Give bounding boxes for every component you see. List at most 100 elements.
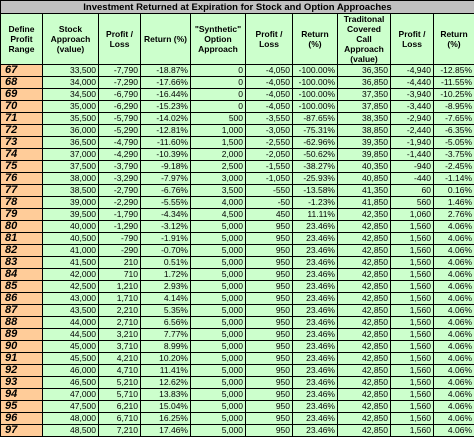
table-cell: 15.04% bbox=[140, 400, 191, 413]
table-cell: -5.55% bbox=[140, 196, 191, 209]
table-cell: 4.06% bbox=[432, 376, 474, 389]
table-cell: -2,790 bbox=[98, 184, 141, 197]
table-cell: 40,850 bbox=[337, 172, 391, 185]
row-label: 69 bbox=[0, 88, 43, 101]
table-cell: 950 bbox=[245, 352, 293, 365]
table-cell: 4.06% bbox=[432, 292, 474, 305]
table-cell: 5,000 bbox=[190, 280, 246, 293]
table-cell: 37,850 bbox=[337, 100, 391, 113]
table-cell: -9.18% bbox=[140, 160, 191, 173]
table-cell: 34,500 bbox=[42, 88, 99, 101]
table-cell: 23.46% bbox=[292, 220, 338, 233]
column-header: Return (%) bbox=[140, 13, 191, 65]
table-row: 85 42,500 1,210 2.93% 5,000 950 23.46% 42,850 1,… bbox=[0, 280, 474, 293]
table-cell: 42,850 bbox=[337, 388, 391, 401]
table-row: 89 44,500 3,210 7.77% 5,000 950 23.46% 42,850 1,… bbox=[0, 328, 474, 341]
table-cell: 33,500 bbox=[42, 64, 99, 77]
table-cell: -25.93% bbox=[292, 172, 338, 185]
table-cell: 950 bbox=[245, 412, 293, 425]
table-cell: 0 bbox=[190, 64, 246, 77]
table-cell: 11.11% bbox=[292, 208, 338, 221]
table-cell: 40,500 bbox=[42, 232, 99, 245]
table-cell: 23.46% bbox=[292, 304, 338, 317]
table-cell: 1,560 bbox=[390, 244, 434, 257]
row-label: 95 bbox=[0, 400, 43, 413]
table-cell: 5,000 bbox=[190, 256, 246, 269]
table-row: 95 47,500 6,210 15.04% 5,000 950 23.46% 42,850 1… bbox=[0, 400, 474, 413]
table-cell: -940 bbox=[390, 160, 434, 173]
table-cell: 5,710 bbox=[98, 388, 141, 401]
table-cell: 950 bbox=[245, 292, 293, 305]
table-row: 90 45,000 3,710 8.99% 5,000 950 23.46% 42,850 1,… bbox=[0, 340, 474, 353]
table-cell: 4.06% bbox=[432, 424, 474, 437]
table-cell: 450 bbox=[245, 208, 293, 221]
table-cell: 950 bbox=[245, 400, 293, 413]
table-cell: 3,710 bbox=[98, 340, 141, 353]
table-cell: 1,710 bbox=[98, 292, 141, 305]
table-cell: 42,850 bbox=[337, 304, 391, 317]
table-cell: 37,000 bbox=[42, 148, 99, 161]
table-cell: 36,000 bbox=[42, 124, 99, 137]
table-cell: -4,790 bbox=[98, 136, 141, 149]
table-cell: 36,850 bbox=[337, 76, 391, 89]
table-cell: 5,000 bbox=[190, 376, 246, 389]
row-label: 79 bbox=[0, 208, 43, 221]
table-cell: 38,850 bbox=[337, 124, 391, 137]
table-cell: 6.56% bbox=[140, 316, 191, 329]
table-row: 73 36,500 -4,790 -11.60% 1,500 -2,550 -62.96% 3… bbox=[0, 136, 474, 149]
table-cell: -6,790 bbox=[98, 88, 141, 101]
table-cell: 2.93% bbox=[140, 280, 191, 293]
table-cell: -2,440 bbox=[390, 124, 434, 137]
table-body: 67 33,500 -7,790 -18.87% 0 -4,050 -100.00% 36,3… bbox=[0, 64, 474, 437]
table-cell: 5,000 bbox=[190, 304, 246, 317]
table-cell: 950 bbox=[245, 268, 293, 281]
table-cell: -3,440 bbox=[390, 100, 434, 113]
table-cell: -100.00% bbox=[292, 88, 338, 101]
table-cell: -7.65% bbox=[432, 112, 474, 125]
table-cell: 42,850 bbox=[337, 328, 391, 341]
table-row: 97 48,500 7,210 17.46% 5,000 950 23.46% 42,850 1… bbox=[0, 424, 474, 437]
table-cell: 42,850 bbox=[337, 412, 391, 425]
table-cell: 0.16% bbox=[432, 184, 474, 197]
table-cell: 950 bbox=[245, 304, 293, 317]
table-cell: 48,000 bbox=[42, 412, 99, 425]
table-cell: -550 bbox=[245, 184, 293, 197]
table-cell: -6.35% bbox=[432, 124, 474, 137]
table-title: Investment Returned at Expiration for St… bbox=[0, 0, 474, 14]
table-cell: -7.97% bbox=[140, 172, 191, 185]
table-cell: 500 bbox=[190, 112, 246, 125]
row-label: 86 bbox=[0, 292, 43, 305]
table-cell: -11.55% bbox=[432, 76, 474, 89]
row-label: 89 bbox=[0, 328, 43, 341]
table-cell: 1,060 bbox=[390, 208, 434, 221]
table-cell: 23.46% bbox=[292, 316, 338, 329]
table-cell: 35,500 bbox=[42, 112, 99, 125]
table-cell: -4,290 bbox=[98, 148, 141, 161]
table-cell: 5,000 bbox=[190, 292, 246, 305]
table-row: 74 37,000 -4,290 -10.39% 2,000 -2,050 -50.62% 3… bbox=[0, 148, 474, 161]
table-cell: -5,790 bbox=[98, 112, 141, 125]
table-cell: 4.06% bbox=[432, 388, 474, 401]
table-row: 79 39,500 -1,790 -4.34% 4,500 450 11.11% 42,350… bbox=[0, 208, 474, 221]
column-header: Define Profit Range bbox=[0, 13, 43, 65]
table-cell: 1,210 bbox=[98, 280, 141, 293]
table-cell: 4.06% bbox=[432, 328, 474, 341]
table-cell: 1,560 bbox=[390, 340, 434, 353]
table-cell: 34,000 bbox=[42, 76, 99, 89]
table-cell: 42,350 bbox=[337, 208, 391, 221]
table-cell: 23.46% bbox=[292, 340, 338, 353]
table-cell: 41,000 bbox=[42, 244, 99, 257]
table-row: 92 46,000 4,710 11.41% 5,000 950 23.46% 42,850 1… bbox=[0, 364, 474, 377]
table-cell: 4.06% bbox=[432, 352, 474, 365]
row-label: 84 bbox=[0, 268, 43, 281]
table-cell: -790 bbox=[98, 232, 141, 245]
row-label: 82 bbox=[0, 244, 43, 257]
table-cell: 43,500 bbox=[42, 304, 99, 317]
table-cell: 5,000 bbox=[190, 268, 246, 281]
table-cell: -17.66% bbox=[140, 76, 191, 89]
table-row: 69 34,500 -6,790 -16.44% 0 -4,050 -100.00% 37,3… bbox=[0, 88, 474, 101]
table-cell: 1,560 bbox=[390, 304, 434, 317]
table-cell: 5,000 bbox=[190, 340, 246, 353]
table-cell: 10.20% bbox=[140, 352, 191, 365]
row-label: 91 bbox=[0, 352, 43, 365]
